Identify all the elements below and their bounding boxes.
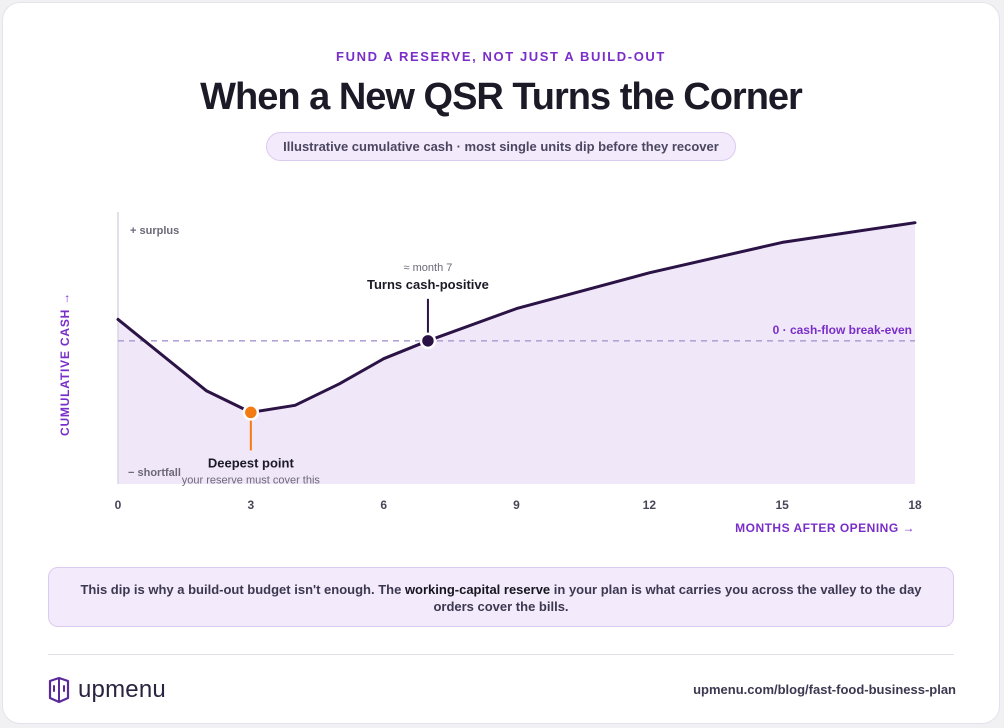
- source-link[interactable]: upmenu.com/blog/fast-food-business-plan: [693, 682, 956, 697]
- x-tick-label: 18: [908, 498, 922, 512]
- explanation-note: This dip is why a build-out budget isn't…: [48, 567, 954, 627]
- y-axis-title: CUMULATIVE CASH →: [58, 292, 72, 436]
- y-bottom-label: − shortfall: [128, 467, 181, 479]
- break-even-label: 0 · cash-flow break-even: [773, 323, 912, 337]
- x-tick-label: 12: [643, 498, 657, 512]
- footer-divider: [48, 654, 954, 655]
- cash-flow-chart: 0 · cash-flow break-even + surplus − short…: [58, 212, 922, 535]
- x-tick-label: 9: [513, 498, 520, 512]
- brand-logo[interactable]: upmenu: [48, 675, 166, 705]
- note-text-before: This dip is why a build-out budget isn't…: [80, 582, 405, 597]
- subtitle-pill: Illustrative cumulative cash · most sing…: [266, 132, 736, 161]
- deepest-point-marker: [242, 404, 260, 421]
- x-tick-label: 15: [775, 498, 789, 512]
- crossover-title: Turns cash-positive: [367, 277, 489, 292]
- note-text-after: in your plan is what carries you across …: [433, 582, 922, 614]
- deepest-title: Deepest point: [208, 455, 295, 470]
- x-tick-label: 0: [115, 498, 122, 512]
- eyebrow-label: FUND A RESERVE, NOT JUST A BUILD-OUT: [336, 49, 666, 64]
- crossover-month-label: ≈ month 7: [404, 262, 453, 274]
- note-emphasis: working-capital reserve: [404, 582, 551, 597]
- upmenu-logo-icon: [48, 676, 70, 704]
- y-top-label: + surplus: [130, 225, 179, 237]
- page-title: When a New QSR Turns the Corner: [200, 76, 803, 118]
- series-line: [116, 221, 917, 414]
- area-fill: [118, 222, 915, 484]
- subtitle-container: Illustrative cumulative cash · most sing…: [3, 132, 999, 161]
- x-tick-label: 6: [380, 498, 387, 512]
- x-axis-title: MONTHS AFTER OPENING →: [735, 521, 915, 535]
- crossover-point-marker: [419, 332, 437, 350]
- brand-name: upmenu: [78, 676, 166, 703]
- x-tick-label: 3: [247, 498, 254, 512]
- deepest-subtitle: your reserve must cover this: [182, 474, 321, 486]
